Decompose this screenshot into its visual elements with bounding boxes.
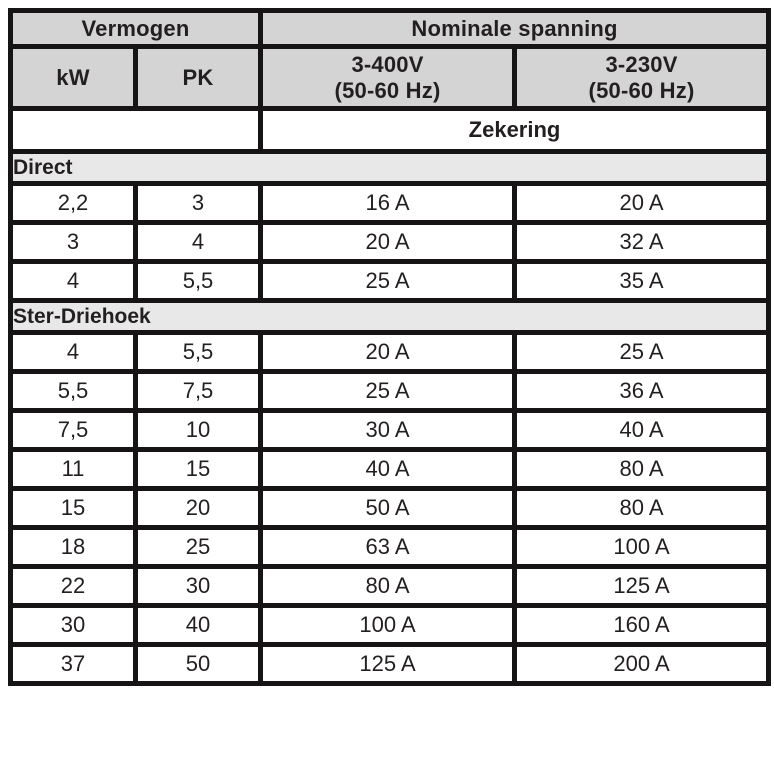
data-cell: 3 (132, 181, 264, 225)
data-cell: 63 A (258, 525, 518, 569)
fuse-header-row: Zekering (7, 106, 772, 154)
data-cell: 5,5 (8, 369, 138, 413)
group-header-row: Vermogen Nominale spanning (7, 8, 772, 49)
table-row: 2,2 3 16 A 20 A (8, 181, 772, 225)
header-nominale-spanning: Nominale spanning (258, 8, 772, 49)
header-kw: kW (8, 44, 138, 111)
data-cell: 11 (8, 447, 138, 491)
data-cell: 100 A (512, 525, 772, 569)
data-cell: 3 (8, 220, 138, 264)
frequency-label: (50-60 Hz) (588, 77, 695, 103)
table-row: 5,5 7,5 25 A 36 A (8, 369, 772, 413)
data-cell: 20 (132, 486, 264, 530)
data-cell: 50 (132, 642, 264, 686)
data-cell: 30 A (258, 408, 518, 452)
table-row: 11 15 40 A 80 A (8, 447, 772, 491)
motor-fuse-table: Vermogen Nominale spanning kW PK 3-400V … (7, 8, 772, 686)
header-pk: PK (132, 44, 264, 111)
data-cell: 40 (132, 603, 264, 647)
table-body: Direct 2,2 3 16 A 20 A 3 4 20 A 32 A 4 5,5 25 A 35 A… (7, 149, 772, 686)
voltage-label: 3-400V (351, 51, 424, 77)
section-title: Ster-Driehoek (7, 298, 772, 335)
data-cell: 20 A (258, 330, 518, 374)
data-cell: 160 A (512, 603, 772, 647)
table-row: 30 40 100 A 160 A (8, 603, 772, 647)
table-row: 18 25 63 A 100 A (8, 525, 772, 569)
section-header-row: Ster-Driehoek (7, 298, 772, 335)
table-row: 4 5,5 20 A 25 A (8, 330, 772, 374)
data-cell: 25 (132, 525, 264, 569)
data-cell: 18 (8, 525, 138, 569)
table-row: 7,5 10 30 A 40 A (8, 408, 772, 452)
data-cell: 25 A (512, 330, 772, 374)
data-cell: 22 (8, 564, 138, 608)
empty-cell (7, 106, 264, 154)
data-cell: 30 (132, 564, 264, 608)
header-3-400v: 3-400V (50-60 Hz) (258, 44, 518, 111)
data-cell: 80 A (512, 447, 772, 491)
data-cell: 20 A (258, 220, 518, 264)
data-cell: 4 (132, 220, 264, 264)
data-cell: 16 A (258, 181, 518, 225)
header-vermogen: Vermogen (7, 8, 264, 49)
data-cell: 7,5 (132, 369, 264, 413)
table-row: 15 20 50 A 80 A (8, 486, 772, 530)
column-header-row: kW PK 3-400V (50-60 Hz) 3-230V (50-60 Hz… (8, 44, 772, 111)
data-cell: 40 A (258, 447, 518, 491)
data-cell: 15 (132, 447, 264, 491)
table-row: 22 30 80 A 125 A (8, 564, 772, 608)
section-header-row: Direct (7, 149, 772, 186)
data-cell: 25 A (258, 259, 518, 303)
table-row: 4 5,5 25 A 35 A (8, 259, 772, 303)
data-cell: 40 A (512, 408, 772, 452)
table-row: 37 50 125 A 200 A (8, 642, 772, 686)
data-cell: 20 A (512, 181, 772, 225)
data-cell: 125 A (512, 564, 772, 608)
section-title: Direct (7, 149, 772, 186)
data-cell: 125 A (258, 642, 518, 686)
data-cell: 200 A (512, 642, 772, 686)
data-cell: 2,2 (8, 181, 138, 225)
data-cell: 30 (8, 603, 138, 647)
frequency-label: (50-60 Hz) (334, 77, 441, 103)
data-cell: 15 (8, 486, 138, 530)
table-header: Vermogen Nominale spanning kW PK 3-400V … (7, 8, 772, 154)
data-cell: 5,5 (132, 330, 264, 374)
data-cell: 37 (8, 642, 138, 686)
data-cell: 25 A (258, 369, 518, 413)
data-cell: 50 A (258, 486, 518, 530)
voltage-label: 3-230V (605, 51, 678, 77)
data-cell: 80 A (512, 486, 772, 530)
data-cell: 5,5 (132, 259, 264, 303)
table-row: 3 4 20 A 32 A (8, 220, 772, 264)
data-cell: 80 A (258, 564, 518, 608)
data-cell: 36 A (512, 369, 772, 413)
data-cell: 7,5 (8, 408, 138, 452)
data-cell: 10 (132, 408, 264, 452)
header-3-230v: 3-230V (50-60 Hz) (512, 44, 772, 111)
data-cell: 100 A (258, 603, 518, 647)
data-cell: 32 A (512, 220, 772, 264)
zekering-header: Zekering (258, 106, 772, 154)
data-cell: 35 A (512, 259, 772, 303)
data-cell: 4 (8, 259, 138, 303)
data-cell: 4 (8, 330, 138, 374)
